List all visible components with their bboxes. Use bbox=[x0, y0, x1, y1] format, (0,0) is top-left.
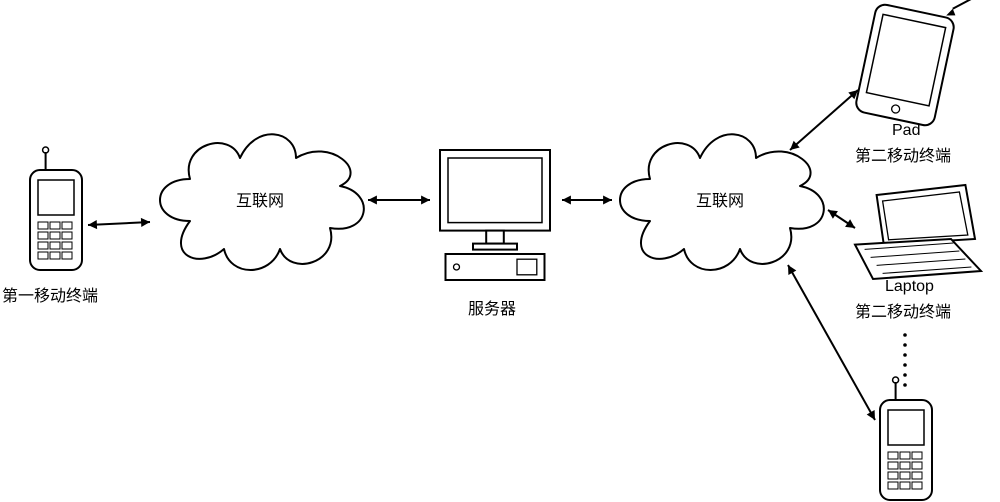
server-label: 服务器 bbox=[468, 295, 516, 319]
first-terminal-label: 第一移动终端 bbox=[2, 282, 98, 306]
diagram-svg: 互联网 互联网 bbox=[0, 0, 1000, 502]
pad-label-1: Pad bbox=[892, 122, 920, 140]
laptop-label-1: Laptop bbox=[885, 278, 934, 296]
pad-label-2: 第二移动终端 bbox=[855, 142, 951, 166]
svg-text:互联网: 互联网 bbox=[236, 192, 284, 210]
laptop-label-2: 第二移动终端 bbox=[855, 298, 951, 322]
svg-text:互联网: 互联网 bbox=[696, 192, 744, 210]
